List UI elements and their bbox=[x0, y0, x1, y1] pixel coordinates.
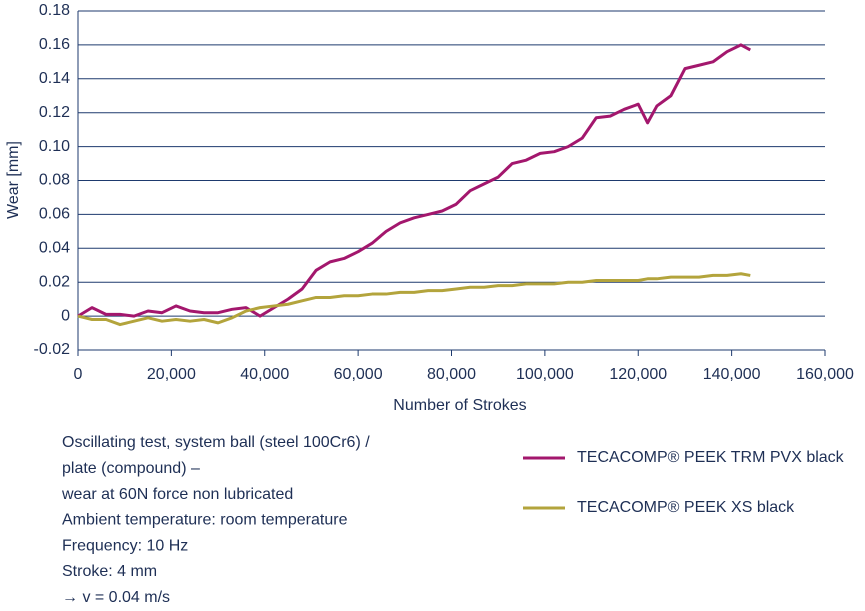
x-axis-title: Number of Strokes bbox=[393, 397, 526, 414]
y-tick-label: 0.02 bbox=[39, 273, 70, 290]
data-line bbox=[77, 272, 751, 327]
y-tick-label: 0.04 bbox=[39, 240, 70, 257]
y-tick-label: 0.18 bbox=[39, 2, 70, 19]
x-tick-label: 160,000 bbox=[796, 366, 854, 383]
y-tick-label: 0.14 bbox=[39, 70, 70, 87]
y-tick-label: 0.08 bbox=[39, 172, 70, 189]
y-tick-label: 0.10 bbox=[39, 138, 70, 155]
x-tick-label: 80,000 bbox=[427, 366, 476, 383]
x-tick-label: 140,000 bbox=[703, 366, 761, 383]
y-tick-label: 0.16 bbox=[39, 36, 70, 53]
x-tick-label: 20,000 bbox=[147, 366, 196, 383]
annotation-line: wear at 60N force non lubricated bbox=[61, 486, 293, 503]
y-axis-title: Wear [mm] bbox=[5, 141, 22, 219]
y-tick-label: -0.02 bbox=[34, 341, 71, 358]
legend-label: TECACOMP® PEEK TRM PVX black bbox=[577, 449, 845, 466]
x-tick-label: 100,000 bbox=[516, 366, 574, 383]
x-tick-label: 40,000 bbox=[240, 366, 289, 383]
legend-label: TECACOMP® PEEK XS black bbox=[577, 499, 795, 516]
x-tick-label: 120,000 bbox=[609, 366, 667, 383]
x-tick-label: 60,000 bbox=[334, 366, 383, 383]
annotation-line: Frequency: 10 Hz bbox=[62, 537, 188, 554]
y-tick-label: 0.12 bbox=[39, 104, 70, 121]
y-tick-label: 0 bbox=[61, 307, 70, 324]
annotation-line: Ambient temperature: room temperature bbox=[62, 512, 348, 529]
data-line bbox=[77, 43, 752, 318]
y-tick-label: 0.06 bbox=[39, 206, 70, 223]
annotation-line: plate (compound) – bbox=[62, 460, 200, 477]
annotation-line: Stroke: 4 mm bbox=[62, 563, 157, 580]
annotation-line: → v = 0.04 m/s bbox=[62, 589, 170, 606]
annotation-line: Oscillating test, system ball (steel 100… bbox=[62, 434, 370, 451]
x-tick-label: 0 bbox=[74, 366, 83, 383]
